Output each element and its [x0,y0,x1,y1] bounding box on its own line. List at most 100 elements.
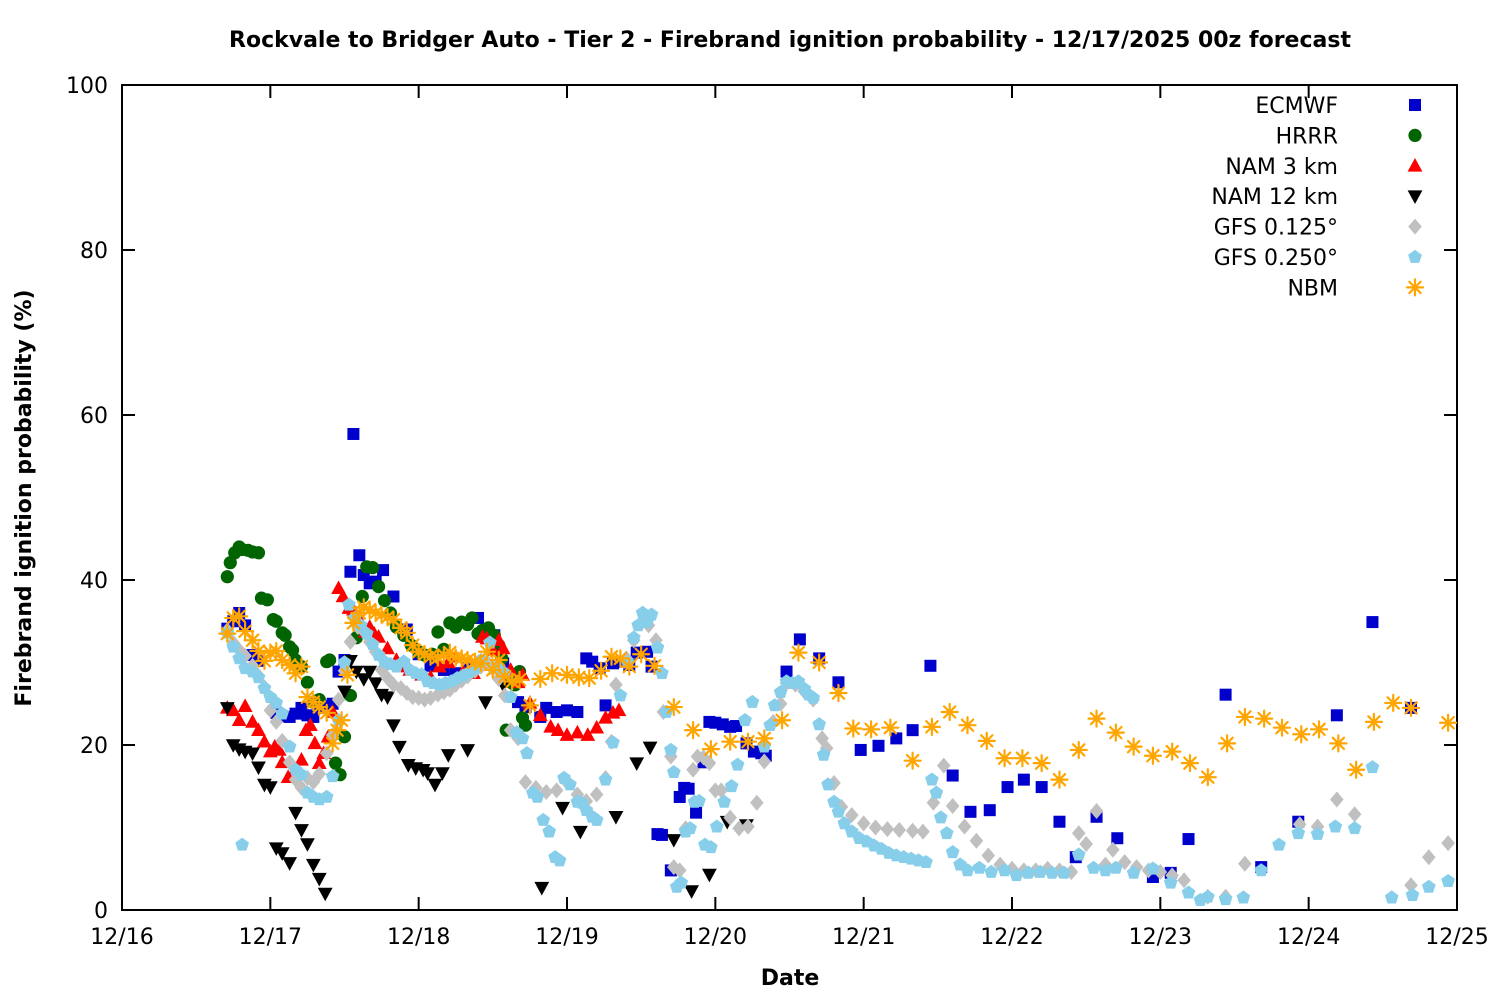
data-point [219,702,235,716]
data-point [1235,707,1254,727]
data-point [721,732,740,751]
legend-label: NBM [1287,276,1338,301]
data-point [356,673,372,687]
data-point [702,868,717,883]
data-point [323,653,337,667]
data-point [347,427,360,440]
data-point [423,689,438,706]
data-point [674,875,689,889]
data-point [396,654,411,668]
data-point [723,809,737,826]
data-point [353,549,366,562]
data-point [683,721,703,740]
axis-ticks [121,84,1458,911]
data-point [534,881,550,896]
data-point [561,704,573,717]
data-point [1238,855,1252,872]
data-point [977,731,996,750]
data-point [288,806,303,821]
data-point [335,588,351,603]
data-point [362,665,378,680]
data-point [1404,877,1418,894]
data-point [730,720,743,733]
data-point [489,650,508,670]
data-point [1441,873,1455,887]
data-point [773,685,788,699]
legend-item-nam-12-km: NAM 12 km [1211,185,1423,210]
data-point [1330,709,1343,722]
data-point [1057,865,1071,879]
data-point [218,624,237,643]
y-tick-label: 80 [80,239,108,264]
data-point [821,777,835,791]
data-point [294,824,309,838]
data-point [933,810,948,824]
data-point [1422,849,1436,866]
legend-label: GFS 0.125° [1214,216,1338,241]
data-point [837,816,852,830]
data-point [1035,781,1048,794]
legend-label: GFS 0.250° [1214,246,1338,271]
x-tick-label: 12/19 [535,925,598,950]
data-point [550,722,566,736]
data-point [1254,863,1269,877]
data-point [890,732,903,745]
data-point [789,643,808,662]
data-point [294,767,309,781]
data-point [580,669,599,688]
data-point [738,732,758,751]
data-point [972,860,987,874]
data-point [518,718,533,732]
data-point [672,862,687,879]
legend-item-nbm: NBM [1287,276,1425,301]
data-point [230,607,249,626]
data-point [1291,826,1306,840]
data-point [686,761,700,778]
data-point [832,676,845,689]
data-point [730,757,745,771]
data-point [332,711,351,730]
data-point [572,825,588,840]
data-point [292,657,311,676]
data-point [251,722,266,736]
y-tick-label: 100 [66,74,108,99]
data-point [251,546,266,560]
data-point [518,774,533,791]
data-point [400,685,414,702]
y-tick-label: 60 [80,404,108,429]
data-point [620,657,639,676]
data-point [945,845,960,859]
data-point [1328,819,1343,833]
data-point [235,837,249,851]
data-point [738,713,752,727]
data-point [355,589,369,604]
data-point [1272,837,1286,851]
data-point [1384,890,1399,904]
data-point [477,642,496,661]
data-point [542,824,557,838]
data-point [1069,740,1088,760]
data-point [312,765,327,782]
data-point [251,670,266,684]
data-point [732,820,746,837]
data-point [1032,754,1051,773]
data-point [1009,868,1024,882]
data-point [440,749,456,763]
data-point [260,593,274,607]
data-point [223,556,237,570]
data-point [1033,864,1048,878]
data-point [709,819,724,833]
data-point [997,863,1012,877]
data-point [1079,836,1093,852]
data-point [831,804,846,818]
data-point [1255,709,1274,728]
data-point [609,676,623,693]
data-point [1106,723,1125,742]
data-point [780,665,793,678]
data-point [1180,754,1200,773]
y-axis-label: Firebrand ignition probability (%) [12,289,37,707]
data-point [282,739,297,753]
data-point [1001,781,1014,794]
data-point [1017,773,1030,786]
data-point [701,740,720,759]
